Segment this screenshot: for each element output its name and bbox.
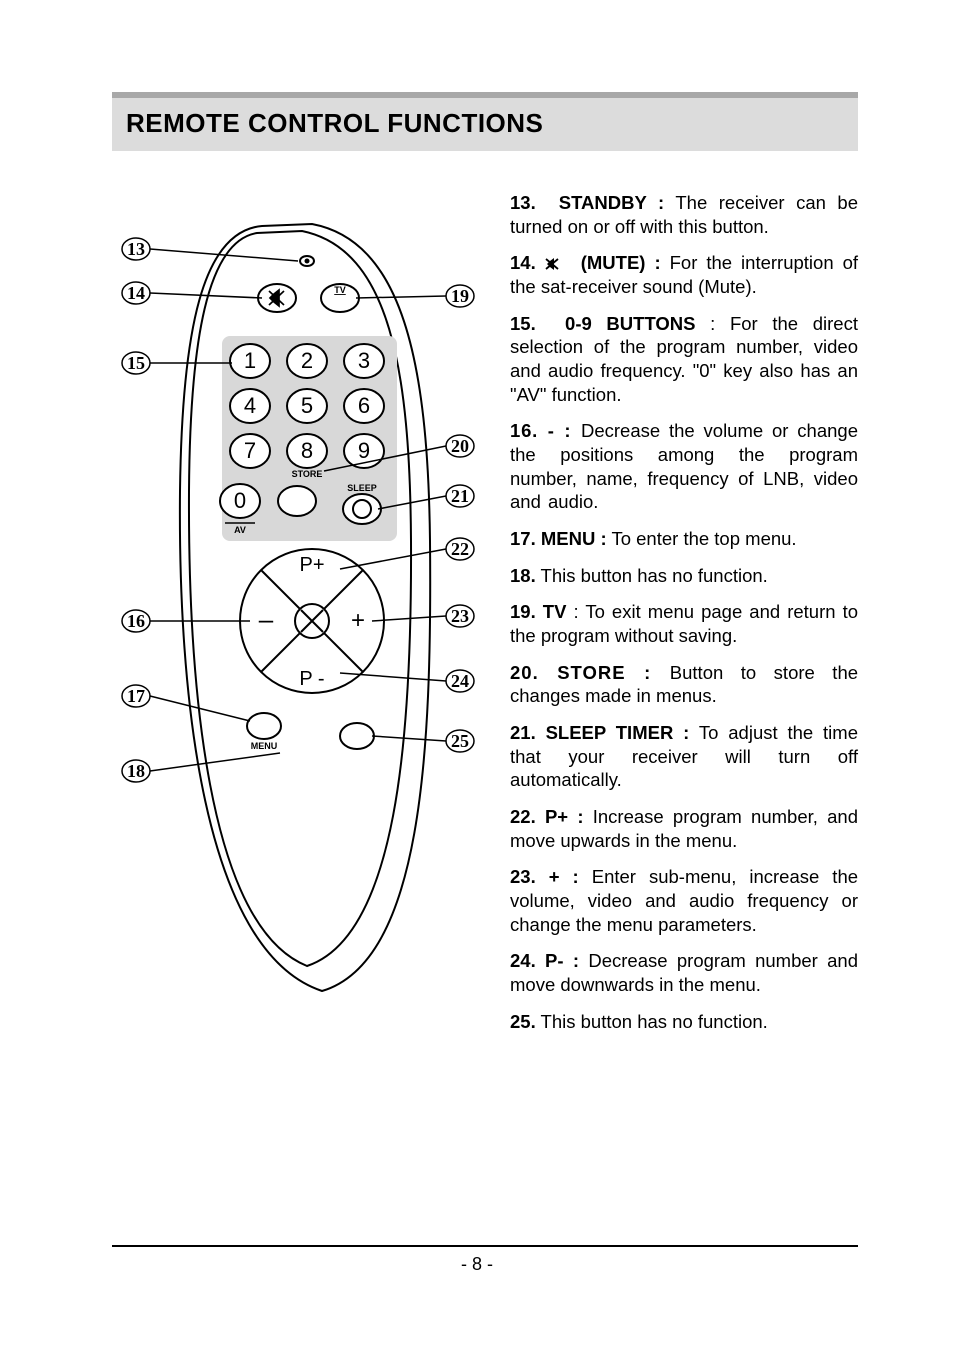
desc-22: 22. P+ : Increase program number, and mo…	[510, 805, 858, 852]
desc-18: 18. This button has no function.	[510, 564, 858, 588]
p-plus-label: P+	[299, 554, 324, 576]
svg-text:1: 1	[244, 348, 256, 373]
svg-text:17: 17	[127, 686, 145, 706]
page-title: REMOTE CONTROL FUNCTIONS	[126, 108, 844, 139]
desc-19: 19. TV : To exit menu page and return to…	[510, 600, 858, 647]
svg-text:4: 4	[244, 393, 256, 418]
av-label: AV	[234, 525, 246, 535]
svg-text:0: 0	[234, 488, 246, 513]
remote-diagram: TV	[112, 191, 482, 1046]
store-label: STORE	[292, 469, 323, 479]
content-row: TV	[112, 191, 858, 1046]
title-bar: REMOTE CONTROL FUNCTIONS	[112, 98, 858, 151]
desc-15: 15. 0-9 BUTTONS : For the direct selecti…	[510, 312, 858, 407]
svg-text:15: 15	[127, 353, 145, 373]
svg-text:2: 2	[301, 348, 313, 373]
desc-17: 17. MENU : To enter the top menu.	[510, 527, 858, 551]
svg-text:22: 22	[451, 539, 469, 559]
desc-25: 25. This button has no function.	[510, 1010, 858, 1034]
svg-text:21: 21	[451, 486, 469, 506]
svg-text:5: 5	[301, 393, 313, 418]
page-number: - 8 -	[0, 1254, 954, 1275]
menu-label: MENU	[251, 741, 278, 751]
desc-21: 21. SLEEP TIMER : To adjust the time tha…	[510, 721, 858, 792]
footer-rule	[112, 1245, 858, 1247]
desc-16: 16. - : Decrease the volume or change th…	[510, 419, 858, 514]
svg-text:6: 6	[358, 393, 370, 418]
svg-text:14: 14	[127, 283, 145, 303]
desc-20: 20. STORE : Button to store the changes …	[510, 661, 858, 708]
sleep-label: SLEEP	[347, 483, 377, 493]
svg-text:7: 7	[244, 438, 256, 463]
desc-24: 24. P- : Decrease program number and mov…	[510, 949, 858, 996]
desc-13: 13. STANDBY : The receiver can be turned…	[510, 191, 858, 238]
svg-text:23: 23	[451, 606, 469, 626]
p-minus-label: P -	[299, 668, 324, 690]
desc-14: 14. (MUTE) : For the interruption of the…	[510, 251, 858, 298]
svg-text:13: 13	[127, 239, 145, 259]
remote-svg: TV	[112, 191, 482, 1011]
svg-text:16: 16	[127, 611, 145, 631]
svg-text:8: 8	[301, 438, 313, 463]
mute-icon	[545, 257, 563, 271]
svg-text:18: 18	[127, 761, 145, 781]
svg-text:3: 3	[358, 348, 370, 373]
minus-label: –	[259, 604, 274, 634]
desc-23: 23. + : Enter sub-menu, increase the vol…	[510, 865, 858, 936]
svg-text:24: 24	[451, 671, 469, 691]
svg-text:25: 25	[451, 731, 469, 751]
svg-text:20: 20	[451, 436, 469, 456]
svg-text:19: 19	[451, 286, 469, 306]
descriptions-column: 13. STANDBY : The receiver can be turned…	[510, 191, 858, 1046]
manual-page: REMOTE CONTROL FUNCTIONS	[0, 0, 954, 1351]
plus-label: +	[351, 607, 365, 634]
tv-label: TV	[334, 285, 346, 295]
svg-text:9: 9	[358, 438, 370, 463]
